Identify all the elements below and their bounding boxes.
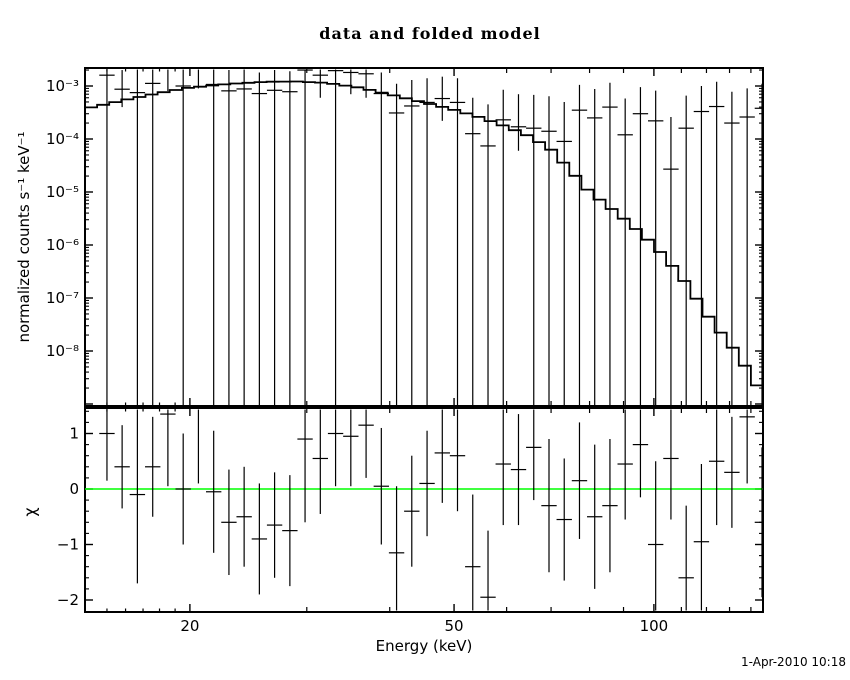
- y-tick-label: −1: [57, 536, 79, 554]
- plot-title: data and folded model: [319, 24, 541, 43]
- y-tick-label: 10⁻⁴: [46, 130, 79, 148]
- x-tick-label: 100: [640, 617, 669, 635]
- timestamp: 1-Apr-2010 10:18: [741, 655, 846, 669]
- y-axis-label-chi: χ: [20, 507, 40, 517]
- y-tick-label: −2: [57, 591, 79, 609]
- x-tick-label: 50: [445, 617, 464, 635]
- y-tick-label: 1: [69, 425, 79, 443]
- y-tick-label: 0: [69, 480, 79, 498]
- y-tick-label: 10⁻⁸: [46, 342, 79, 360]
- spectrum-data-errorbars: [99, 69, 763, 405]
- residual-errorbars: [99, 409, 763, 611]
- panel-frames: [84, 67, 764, 613]
- y-axis-label-counts: normalized counts s⁻¹ keV⁻¹: [15, 131, 33, 343]
- y-tick-label: 10⁻³: [46, 77, 79, 95]
- y-tick-label: 10⁻⁶: [46, 236, 79, 254]
- x-tick-label: 20: [180, 617, 199, 635]
- x-axis-label: Energy (keV): [375, 637, 473, 655]
- y-tick-label: 10⁻⁷: [46, 289, 79, 307]
- model-step-line: [85, 80, 763, 387]
- y-tick-label: 10⁻⁵: [46, 183, 79, 201]
- x-axis-ticks: 20 50 100: [106, 68, 752, 635]
- residual-y-ticks: 1 0 −1 −2: [57, 410, 763, 609]
